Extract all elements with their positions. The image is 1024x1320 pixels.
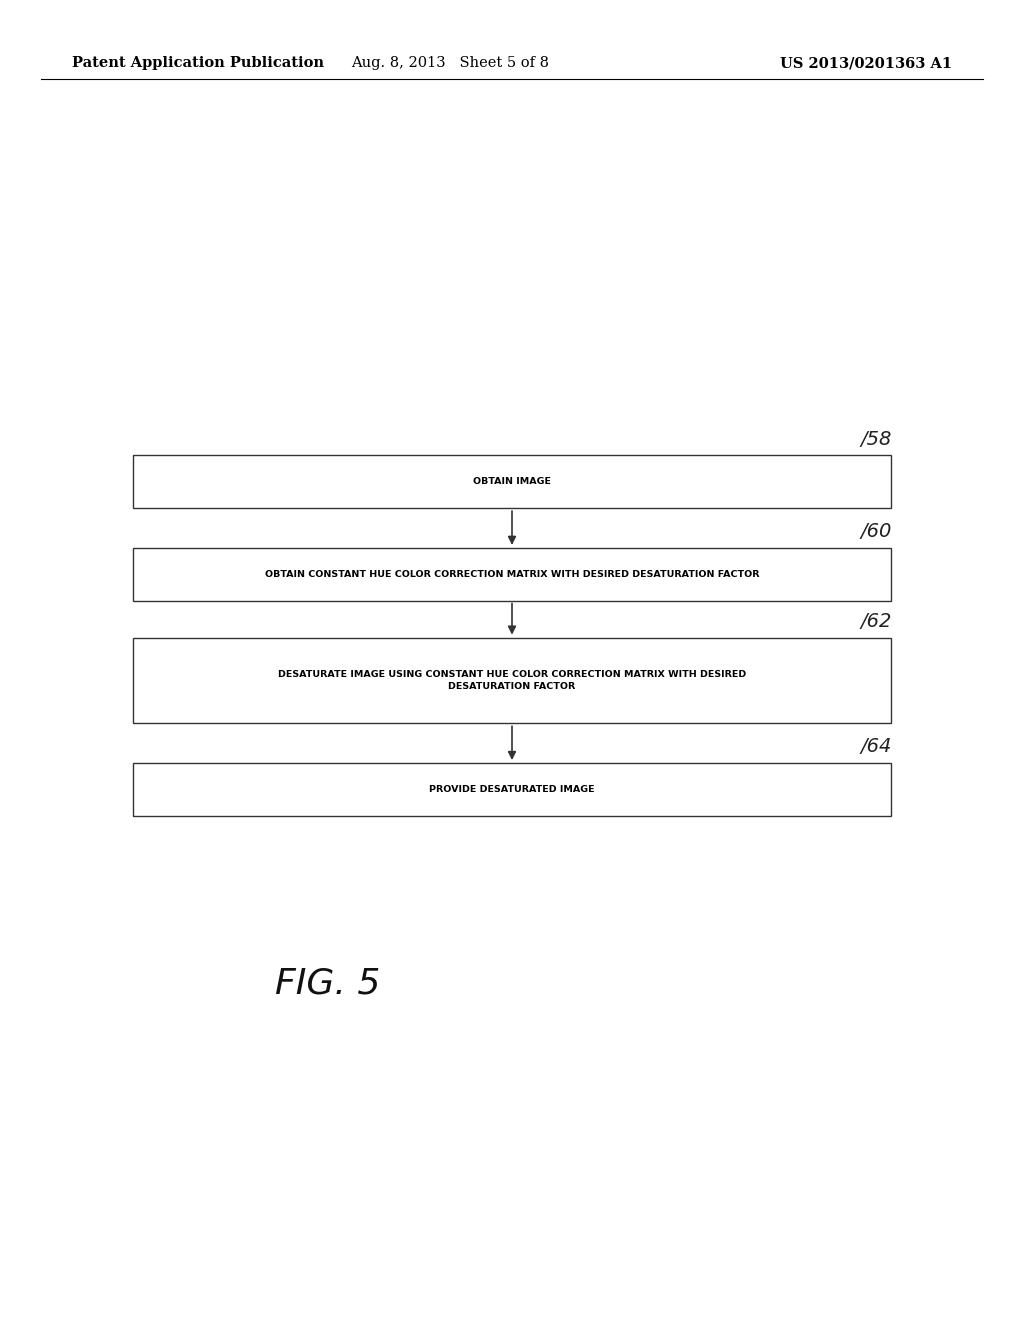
Text: /64: /64 [860,738,892,756]
Bar [133,548,891,601]
Bar [133,763,891,816]
Text: /58: /58 [860,430,892,449]
Bar [133,638,891,723]
Text: PROVIDE DESATURATED IMAGE: PROVIDE DESATURATED IMAGE [429,785,595,793]
Text: US 2013/0201363 A1: US 2013/0201363 A1 [780,57,952,70]
Text: Patent Application Publication: Patent Application Publication [72,57,324,70]
Bar [133,455,891,508]
Text: /62: /62 [860,612,892,631]
Text: Aug. 8, 2013   Sheet 5 of 8: Aug. 8, 2013 Sheet 5 of 8 [351,57,550,70]
Text: FIG. 5: FIG. 5 [275,966,380,1001]
Text: OBTAIN CONSTANT HUE COLOR CORRECTION MATRIX WITH DESIRED DESATURATION FACTOR: OBTAIN CONSTANT HUE COLOR CORRECTION MAT… [265,570,759,578]
Text: DESATURATE IMAGE USING CONSTANT HUE COLOR CORRECTION MATRIX WITH DESIRED
DESATUR: DESATURATE IMAGE USING CONSTANT HUE COLO… [278,671,746,690]
Text: /60: /60 [860,523,892,541]
Text: OBTAIN IMAGE: OBTAIN IMAGE [473,478,551,486]
